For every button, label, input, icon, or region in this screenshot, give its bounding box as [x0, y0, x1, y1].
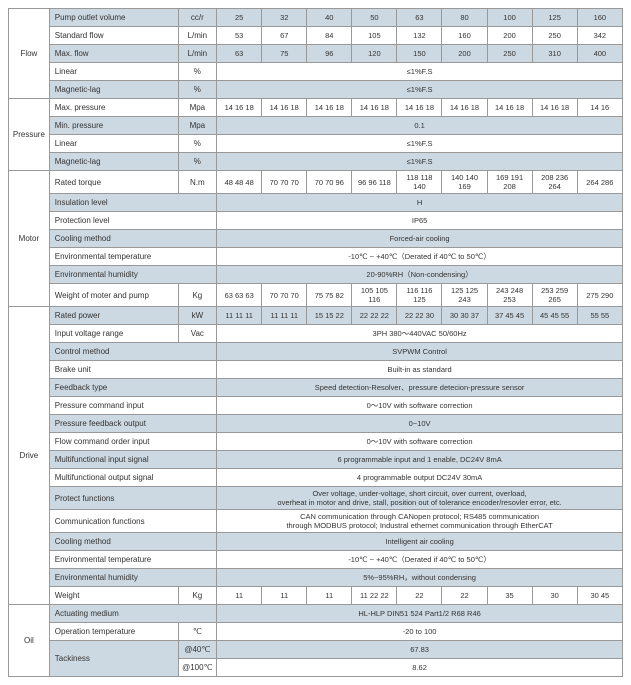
cat-pressure: Pressure: [9, 99, 50, 171]
cat-drive: Drive: [9, 307, 50, 605]
cat-flow: Flow: [9, 9, 50, 99]
cat-oil: Oil: [9, 605, 50, 677]
spec-table: FlowPump outlet volumecc/r25324050638010…: [8, 8, 623, 677]
cat-motor: Motor: [9, 171, 50, 307]
